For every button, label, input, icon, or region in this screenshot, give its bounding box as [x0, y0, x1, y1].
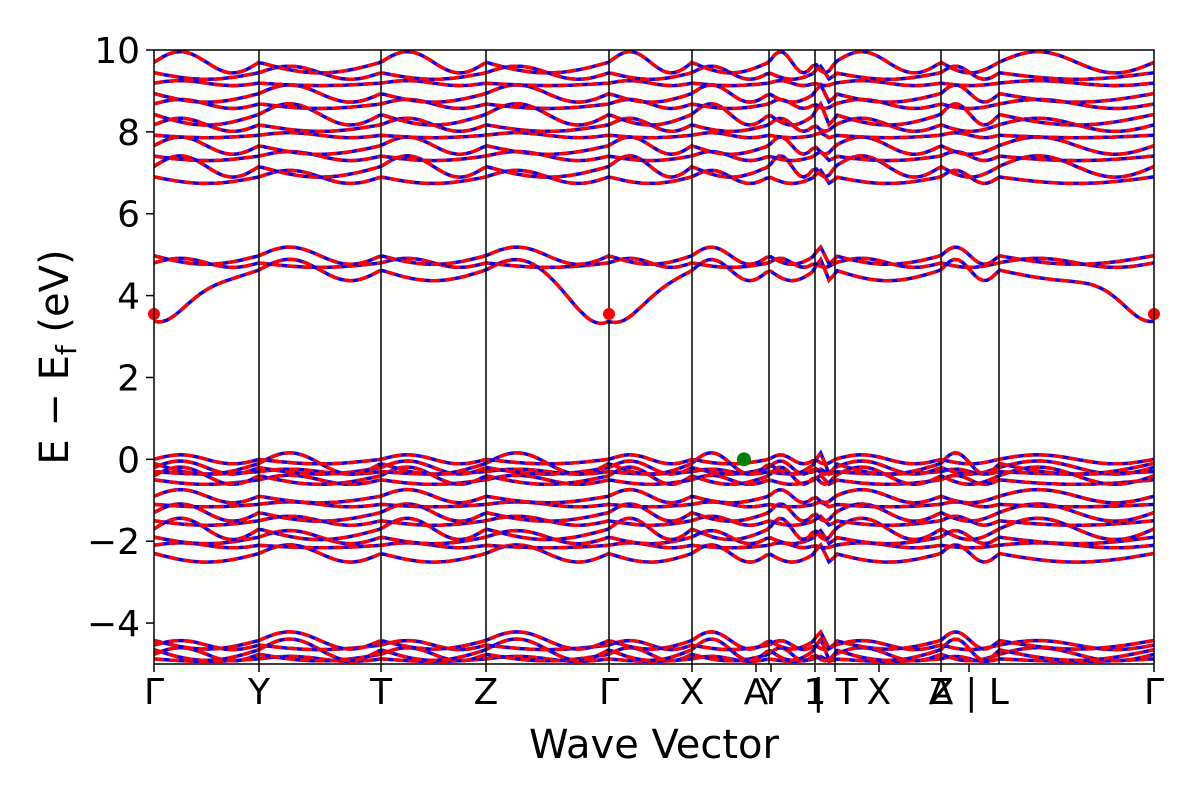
band-line-spin-up-6: [154, 541, 1154, 550]
band-line-spin-down-19: [154, 256, 1154, 326]
cbm-point-1: [603, 308, 615, 321]
x-tick-label-8: 1: [804, 672, 827, 713]
x-tick-label-5: X: [680, 672, 705, 713]
y-ticks: −4 −2 0 2 4 6 8 10: [87, 31, 154, 645]
x-tick-label-9: | T: [812, 672, 859, 713]
band-line-spin-up-18: [154, 453, 1154, 466]
x-tick-label-4: Γ: [599, 672, 619, 713]
x-tick-label-11: A: [929, 672, 954, 713]
y-tick-label-2: 0: [117, 440, 140, 481]
band-line-spin-up-16: [154, 459, 1154, 476]
band-line-spin-up-26: [154, 130, 1154, 140]
band-line-spin-up-28: [154, 100, 1154, 128]
x-tick-label-0: Γ: [144, 672, 164, 713]
band-line-spin-up-4: [154, 629, 1154, 652]
y-axis-label-unit: (eV): [32, 249, 78, 345]
vbm-point: [737, 452, 751, 467]
band-line-spin-up-24: [154, 149, 1154, 163]
y-tick-label-4: 4: [117, 277, 140, 318]
x-tick-label-10: X: [867, 672, 892, 713]
x-tick-label-1: Y: [247, 672, 271, 713]
y-tick-label-7: 10: [94, 31, 140, 72]
y-tick-label-1: −2: [87, 522, 140, 563]
x-tick-label-3: Z: [474, 672, 499, 713]
y-axis-label-main: E − E: [32, 355, 78, 465]
band-line-spin-up-12: [154, 487, 1154, 505]
band-line-spin-up-14: [154, 465, 1154, 487]
band-line-spin-up-19: [154, 256, 1154, 326]
band-line-spin-up-10: [154, 502, 1154, 523]
band-line-spin-up-25: [154, 135, 1154, 157]
band-line-spin-up-5: [154, 542, 1154, 565]
x-axis-label: Wave Vector: [529, 722, 780, 768]
x-tick-label-2: T: [369, 672, 393, 713]
y-axis-label-sub: f: [50, 344, 83, 355]
plot-frame: [153, 49, 1155, 665]
band-line-spin-up-13: [154, 473, 1154, 487]
x-tick-label-12: Z | L: [929, 672, 1009, 713]
band-line-spin-up-30: [154, 82, 1154, 105]
x-tick-label-13: Γ: [1144, 672, 1164, 713]
y-tick-label-0: −4: [87, 604, 140, 645]
kpath-lines: [258, 50, 1000, 664]
band-line-spin-up-29: [154, 97, 1154, 111]
bands-layer: [154, 50, 1154, 664]
y-tick-label-5: 6: [117, 195, 140, 236]
band-line-spin-up-21: [154, 244, 1154, 267]
y-axis-label: E − Ef (eV): [32, 249, 83, 464]
y-tick-label-6: 8: [117, 113, 140, 154]
x-tick-label-7: Y: [759, 672, 783, 713]
band-line-spin-up-8: [154, 516, 1154, 542]
extrema-points: [148, 308, 1160, 467]
band-line-spin-up-31: [154, 78, 1154, 88]
band-line-spin-up-7: [154, 528, 1154, 546]
band-line-spin-up-33: [154, 50, 1154, 75]
band-line-spin-up-23: [154, 154, 1154, 180]
y-tick-label-3: 2: [117, 358, 140, 399]
x-tick-label-6: A: [744, 672, 769, 713]
